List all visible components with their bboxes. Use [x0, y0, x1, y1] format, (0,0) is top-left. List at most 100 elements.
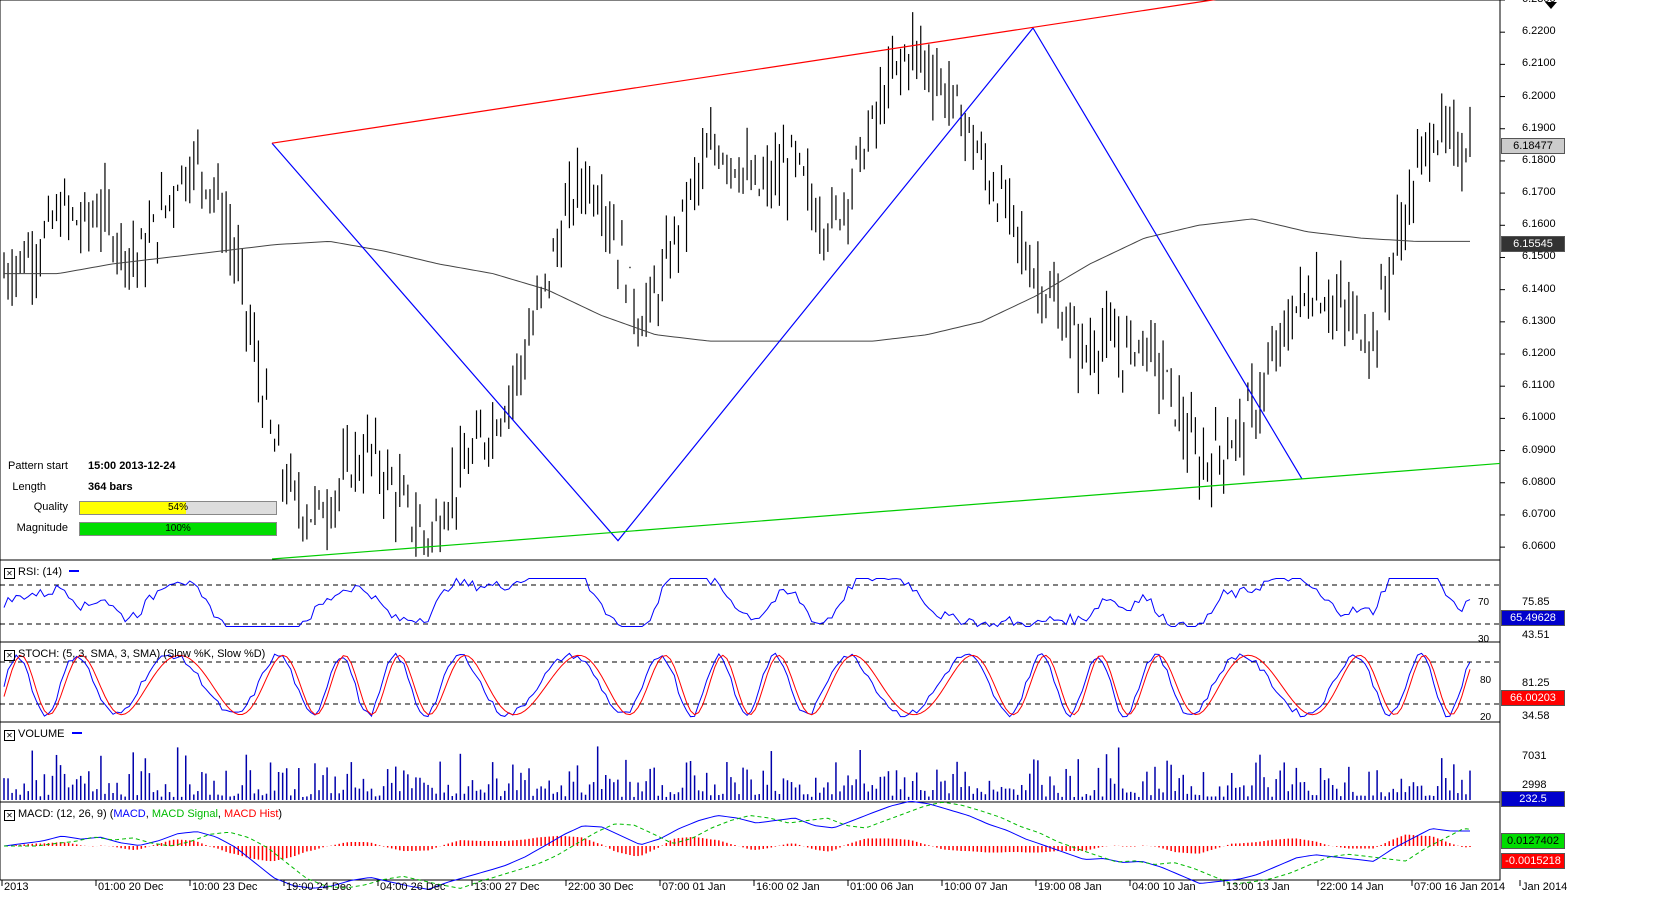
- magnitude-bar: 100%: [79, 522, 277, 536]
- rsi-series: [0, 577, 1500, 628]
- y-tick-label: 6.1500: [1522, 250, 1556, 263]
- rsi-label-text: RSI: (14): [18, 566, 63, 578]
- x-tick-label: 01:00 06 Jan: [850, 881, 914, 893]
- quality-label: Quality: [33, 501, 68, 513]
- stoch-d-line: [3, 654, 1471, 716]
- y-tick-label: 6.1700: [1522, 186, 1556, 199]
- price-series: [3, 12, 1471, 557]
- volume-legend-swatch: [71, 732, 82, 734]
- macd-signal-line: [4, 801, 1471, 889]
- y-tick-label: 6.1400: [1522, 282, 1556, 295]
- ma-line: [4, 218, 1470, 342]
- volume-toggle-icon[interactable]: ✕: [4, 730, 15, 741]
- y-tick-label: 6.1200: [1522, 347, 1556, 360]
- volume-label: ✕ VOLUME: [4, 728, 82, 741]
- volume-series: [3, 746, 1471, 800]
- stoch-series: [0, 652, 1500, 718]
- x-tick-label: 07:00 16 Jan 2014: [1414, 881, 1506, 893]
- support-line: [271, 462, 1501, 560]
- axis-ticks: [1, 0, 1521, 886]
- stoch-label: ✕ STOCH: (5, 3, SMA, 3, SMA) (Slow %K, Sl…: [4, 648, 265, 661]
- volume-tick-2: 2998: [1522, 779, 1547, 791]
- x-tick-label: 19:00 24 Dec: [286, 881, 352, 893]
- moving-average: [4, 218, 1470, 342]
- y-tick-label: 6.0700: [1522, 507, 1556, 520]
- rsi-tick-2: 43.51: [1522, 629, 1550, 641]
- rsi-line: [3, 577, 1471, 628]
- stoch-level-20: 20: [1480, 712, 1492, 723]
- x-tick-label: 01:00 20 Dec: [98, 881, 164, 893]
- y-tick-label: 6.2100: [1522, 57, 1556, 70]
- y-tick-label: 6.1000: [1522, 411, 1556, 424]
- volume-label-text: VOLUME: [18, 728, 65, 740]
- length-value: 364 bars: [88, 481, 133, 493]
- macd-value-box: 0.0127402: [1501, 833, 1565, 849]
- x-tick-label: 04:00 26 Dec: [380, 881, 446, 893]
- volume-last-box: 232.5: [1501, 791, 1565, 807]
- rsi-toggle-icon[interactable]: ✕: [4, 568, 15, 579]
- y-tick-label: 6.1900: [1522, 121, 1556, 134]
- collapse-arrow-icon[interactable]: [1545, 2, 1557, 9]
- x-tick-label: 04:00 10 Jan: [1132, 881, 1196, 893]
- resistance-line: [271, 0, 1217, 144]
- volume-tick-1: 7031: [1522, 750, 1547, 762]
- rsi-level-30: 30: [1478, 634, 1490, 645]
- stoch-level-80: 80: [1480, 675, 1492, 686]
- y-tick-label: 6.1300: [1522, 314, 1556, 327]
- macd-label: ✕ MACD: (12, 26, 9) (MACD, MACD Signal, M…: [4, 808, 282, 821]
- stoch-tick-2: 34.58: [1522, 710, 1550, 722]
- stoch-toggle-icon[interactable]: ✕: [4, 650, 15, 661]
- x-tick-label: 22:00 30 Dec: [568, 881, 634, 893]
- quality-bar: 54%: [79, 501, 277, 515]
- y-tick-label: 6.0800: [1522, 475, 1556, 488]
- x-tick-label: 13:00 13 Jan: [1226, 881, 1290, 893]
- x-tick-label: 10:00 07 Jan: [944, 881, 1008, 893]
- y-tick-label: 6.1100: [1522, 379, 1555, 392]
- rsi-legend-swatch: [69, 570, 80, 572]
- x-tick-label: 13:00 27 Dec: [474, 881, 540, 893]
- stoch-label-text: STOCH: (5, 3, SMA, 3, SMA) (Slow %K, Slo…: [18, 648, 266, 660]
- rsi-label: ✕ RSI: (14): [4, 566, 80, 579]
- stoch-k-line: [3, 652, 1471, 718]
- stoch-tick-1: 81.25: [1522, 677, 1550, 689]
- macd-toggle-icon[interactable]: ✕: [4, 810, 15, 821]
- macd-label-suffix: ): [278, 808, 283, 820]
- y-tick-label: 6.2000: [1522, 89, 1556, 102]
- macd-legend-hist: MACD Hist: [224, 808, 279, 820]
- x-tick-label: 2013: [4, 881, 29, 893]
- y-tick-label: 6.2200: [1522, 25, 1556, 38]
- rsi-last-box: 65.49628: [1501, 610, 1565, 626]
- rsi-panel-frame: [0, 559, 1501, 643]
- macd-legend-signal: MACD Signal: [151, 808, 218, 820]
- macd-line: [3, 801, 1470, 890]
- x-tick-label: 16:00 02 Jan: [756, 881, 820, 893]
- quality-bar-fill: [80, 502, 186, 514]
- y-tick-label: 6.0600: [1522, 540, 1556, 553]
- pattern-start-value: 15:00 2013-12-24: [88, 460, 176, 472]
- y-tick-label: 6.0900: [1522, 443, 1556, 456]
- rsi-level-70: 70: [1478, 597, 1490, 608]
- macd-legend-main: MACD: [113, 808, 146, 820]
- rsi-tick-1: 75.85: [1522, 596, 1550, 608]
- quality-value: 54%: [167, 502, 188, 513]
- y-tick-label: 6.1600: [1522, 218, 1556, 231]
- x-tick-label: 10:00 23 Dec: [192, 881, 258, 893]
- last-price-box: 6.18477: [1501, 138, 1565, 154]
- x-tick-label: 22:00 14 Jan: [1320, 881, 1384, 893]
- pattern-lines: [271, 0, 1501, 560]
- magnitude-label: Magnitude: [16, 522, 68, 534]
- y-tick-label: 6.1800: [1522, 153, 1556, 166]
- length-label: Length: [12, 481, 46, 493]
- x-tick-label: Jan 2014: [1522, 881, 1568, 893]
- magnitude-bar-fill: [80, 523, 276, 535]
- price-panel-frame: [0, 0, 1501, 561]
- macd-label-prefix: MACD: (12, 26, 9) (: [18, 808, 114, 820]
- stoch-last-box: 66.00203: [1501, 690, 1565, 706]
- x-tick-label: 07:00 01 Jan: [662, 881, 726, 893]
- x-tick-label: 19:00 08 Jan: [1038, 881, 1102, 893]
- pattern-start-label: Pattern start: [8, 460, 68, 472]
- macd-signal-box: -0.0015218: [1501, 853, 1565, 869]
- y-tick-label: 6.2300: [1522, 0, 1556, 5]
- ma-price-box: 6.15545: [1501, 236, 1565, 252]
